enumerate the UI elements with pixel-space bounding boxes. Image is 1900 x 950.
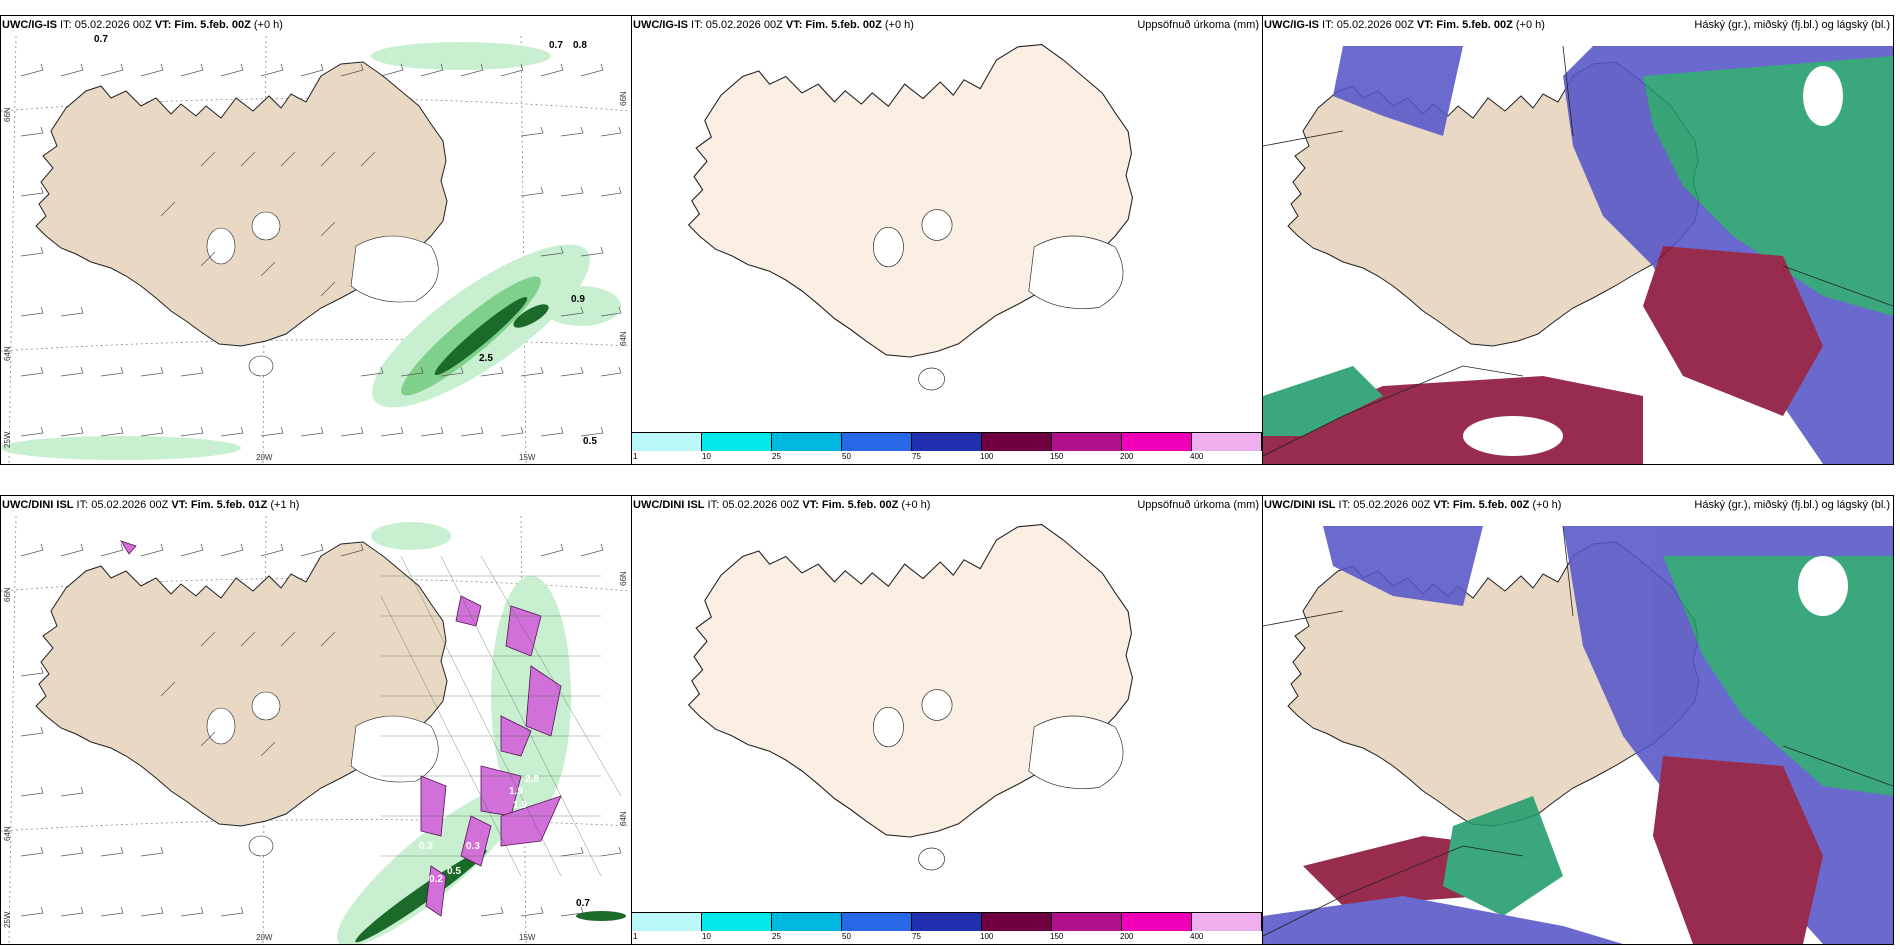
- contour-label: 1.9: [509, 786, 523, 797]
- lat-label: 64N: [3, 826, 12, 841]
- lon-label: 20W: [256, 933, 273, 942]
- legend-tick: 150: [1050, 452, 1064, 461]
- precip-legend: [632, 912, 1262, 931]
- legend-swatch: [842, 913, 912, 931]
- legend-swatch: [772, 913, 842, 931]
- legend-tick: 400: [1190, 452, 1204, 461]
- lat-label: 66N: [3, 587, 12, 602]
- legend-tick: 75: [912, 452, 921, 461]
- contour-label: 0.7: [576, 898, 590, 909]
- precip-legend: [632, 432, 1262, 451]
- map-panel-r1-precip: UWC/IG-IS IT: 05.02.2026 00Z VT: Fim. 5.…: [631, 15, 1263, 465]
- lat-label: 64N: [619, 331, 628, 346]
- legend-swatch: [912, 913, 982, 931]
- legend-swatch: [1052, 433, 1122, 451]
- lat-label: 25W: [3, 431, 12, 448]
- legend-tick: 25: [772, 932, 781, 941]
- legend-swatch: [912, 433, 982, 451]
- map-panel-r2-cloud: UWC/DINI ISL IT: 05.02.2026 00Z VT: Fim.…: [1262, 495, 1894, 945]
- legend-swatch: [842, 433, 912, 451]
- accumulated-precip-map: [688, 524, 1134, 871]
- contour-label: 0.7: [94, 34, 108, 45]
- legend-tick: 100: [980, 932, 994, 941]
- legend-swatch: [702, 433, 772, 451]
- panel-variable-title: Háský (gr.), miðský (fj.bl.) og lágský (…: [1694, 499, 1890, 511]
- legend-tick: 1: [633, 452, 638, 461]
- legend-tick: 50: [842, 452, 851, 461]
- contour-label: 0.3: [419, 841, 433, 852]
- map-panel-r1-wind: UWC/IG-IS IT: 05.02.2026 00Z VT: Fim. 5.…: [0, 15, 632, 465]
- legend-swatch: [772, 433, 842, 451]
- contour-label: 0.2: [429, 874, 443, 885]
- legend-tick: 50: [842, 932, 851, 941]
- legend-tick: 400: [1190, 932, 1204, 941]
- panel-title: UWC/DINI ISL IT: 05.02.2026 00Z VT: Fim.…: [633, 499, 931, 511]
- legend-tick: 10: [702, 932, 711, 941]
- accumulated-precip-map: [688, 44, 1134, 391]
- panel-variable-title: Uppsöfnuð úrkoma (mm): [1137, 19, 1259, 31]
- legend-ticks: 1 10 25 50 75 100 150 200 400: [632, 932, 1262, 942]
- contour-label: 2.5: [479, 353, 493, 364]
- map-panel-r2-wind: UWC/DINI ISL IT: 05.02.2026 00Z VT: Fim.…: [0, 495, 632, 945]
- legend-tick: 100: [980, 452, 994, 461]
- contour-label: 0.9: [571, 294, 585, 305]
- cloud-cover-map: [1263, 525, 1893, 944]
- legend-tick: 10: [702, 452, 711, 461]
- legend-swatch: [1122, 913, 1192, 931]
- contour-label: 0.7: [549, 40, 563, 51]
- contour-label: 0.3: [466, 841, 480, 852]
- lat-label: 64N: [619, 811, 628, 826]
- contour-label: 0.5: [583, 436, 597, 447]
- legend-tick: 75: [912, 932, 921, 941]
- lon-label: 15W: [519, 933, 536, 942]
- legend-swatch: [1122, 433, 1192, 451]
- panel-title: UWC/DINI ISL IT: 05.02.2026 00Z VT: Fim.…: [2, 499, 300, 511]
- cloud-cover-map: [1263, 45, 1893, 464]
- legend-tick: 200: [1120, 452, 1134, 461]
- legend-swatch: [632, 433, 702, 451]
- legend-swatch: [1052, 913, 1122, 931]
- legend-swatch: [632, 913, 702, 931]
- panel-title: UWC/DINI ISL IT: 05.02.2026 00Z VT: Fim.…: [1264, 499, 1562, 511]
- lat-label: 66N: [3, 107, 12, 122]
- legend-tick: 150: [1050, 932, 1064, 941]
- panel-title: UWC/IG-IS IT: 05.02.2026 00Z VT: Fim. 5.…: [2, 19, 283, 31]
- lat-label: 25W: [3, 911, 12, 928]
- contour-label: 1.9: [513, 800, 527, 811]
- contour-label: 0.5: [447, 866, 461, 877]
- legend-tick: 25: [772, 452, 781, 461]
- legend-tick: 200: [1120, 932, 1134, 941]
- lon-label: 15W: [519, 453, 536, 462]
- legend-swatch: [702, 913, 772, 931]
- legend-swatch: [982, 913, 1052, 931]
- panel-variable-title: Háský (gr.), miðský (fj.bl.) og lágský (…: [1694, 19, 1890, 31]
- map-panel-r2-precip: UWC/DINI ISL IT: 05.02.2026 00Z VT: Fim.…: [631, 495, 1263, 945]
- legend-tick: 1: [633, 932, 638, 941]
- lat-label: 66N: [619, 91, 628, 106]
- panel-title: UWC/IG-IS IT: 05.02.2026 00Z VT: Fim. 5.…: [1264, 19, 1545, 31]
- legend-swatch: [982, 433, 1052, 451]
- lon-label: 20W: [256, 453, 273, 462]
- wind-precip-map: [1, 35, 631, 464]
- wind-precip-map: [1, 515, 631, 944]
- legend-ticks: 1 10 25 50 75 100 150 200 400: [632, 452, 1262, 462]
- contour-label: 2.8: [525, 774, 539, 785]
- panel-title: UWC/IG-IS IT: 05.02.2026 00Z VT: Fim. 5.…: [633, 19, 914, 31]
- lat-label: 64N: [3, 346, 12, 361]
- map-panel-r1-cloud: UWC/IG-IS IT: 05.02.2026 00Z VT: Fim. 5.…: [1262, 15, 1894, 465]
- legend-swatch: [1192, 913, 1262, 931]
- panel-variable-title: Uppsöfnuð úrkoma (mm): [1137, 499, 1259, 511]
- contour-label: 0.8: [573, 40, 587, 51]
- lat-label: 66N: [619, 571, 628, 586]
- legend-swatch: [1192, 433, 1262, 451]
